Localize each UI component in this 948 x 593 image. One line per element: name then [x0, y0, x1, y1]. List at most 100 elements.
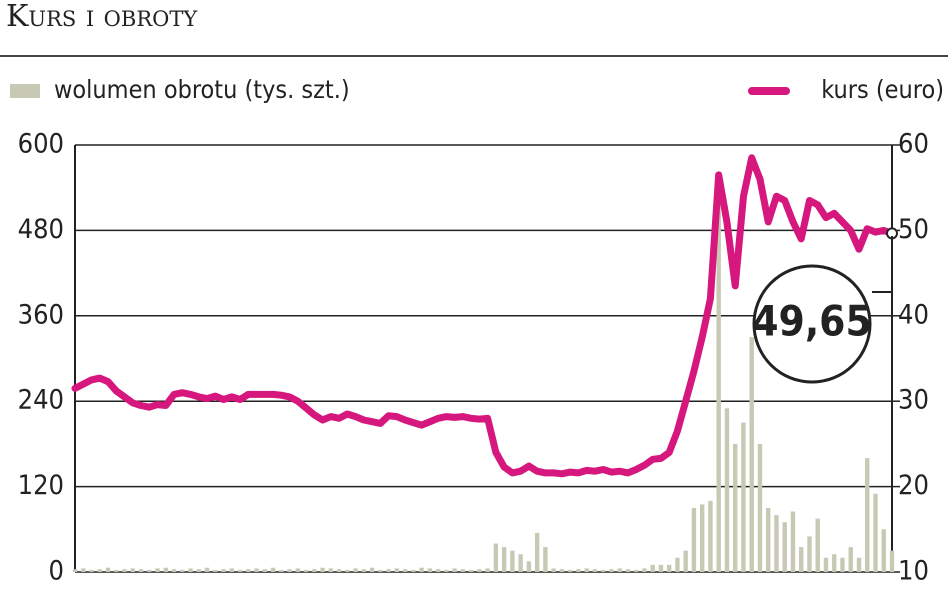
- volume-bar: [749, 337, 754, 572]
- volume-bar: [122, 569, 127, 572]
- volume-bar: [303, 569, 309, 572]
- volume-bar: [287, 569, 292, 572]
- volume-bar: [361, 569, 367, 572]
- volume-bar: [411, 569, 416, 572]
- volume-bar: [691, 507, 697, 572]
- volume-bar: [254, 568, 259, 572]
- y-tick-label: 0: [49, 556, 64, 587]
- volume-bar: [592, 569, 598, 572]
- y2-tick-label: 10: [898, 556, 929, 587]
- annotation-connector: [872, 236, 893, 293]
- y2-tick-label: 60: [898, 129, 929, 160]
- volume-bar: [180, 569, 185, 572]
- volume-bar: [130, 568, 135, 572]
- volume-bar: [724, 408, 730, 572]
- volume-bar: [741, 422, 746, 572]
- volume-bar: [295, 568, 301, 572]
- volume-bar: [625, 569, 631, 572]
- volume-bar: [584, 568, 589, 572]
- volume-bar: [485, 568, 490, 572]
- price-line: [71, 154, 896, 478]
- volume-bar: [369, 567, 375, 572]
- volume-bar: [840, 557, 845, 572]
- volume-bar: [774, 515, 779, 572]
- volume-bar: [559, 569, 565, 572]
- volume-bar: [328, 568, 334, 572]
- volume-bar: [460, 569, 466, 572]
- volume-bar: [270, 567, 276, 572]
- volume-bar: [419, 567, 424, 572]
- volume-bar: [320, 567, 325, 572]
- volume-bar: [435, 569, 441, 572]
- plot: 0 120 240 360 480 600 10 20 30 40 50 60: [18, 129, 929, 587]
- volume-bar: [683, 550, 688, 572]
- volume-bar: [600, 569, 606, 572]
- y2-tick-label: 50: [898, 214, 929, 245]
- volume-bar: [336, 569, 342, 572]
- volume-bar: [699, 504, 705, 572]
- y-tick-label: 240: [18, 385, 64, 416]
- volume-bar: [279, 569, 284, 572]
- volume-bar: [567, 569, 573, 572]
- volume-bar: [402, 569, 408, 572]
- volume-bar: [518, 554, 523, 572]
- volume-bar: [658, 564, 664, 572]
- annotation-circle: [752, 264, 872, 384]
- volume-bar: [642, 568, 647, 572]
- volume-bar: [468, 569, 474, 572]
- volume-bar: [576, 569, 581, 572]
- volume-bar: [386, 569, 391, 572]
- volume-bar: [105, 567, 111, 572]
- volume-bar: [708, 500, 713, 572]
- volume-bar: [444, 569, 449, 572]
- volume-bar: [378, 569, 383, 572]
- volume-bar: [889, 550, 895, 572]
- volume-bar: [221, 569, 226, 572]
- volume-bar: [237, 569, 243, 572]
- volume-bar: [543, 547, 548, 572]
- volume-bar: [229, 568, 234, 572]
- volume-bar: [163, 567, 168, 572]
- y-tick-label: 360: [18, 299, 64, 330]
- volume-bar: [815, 518, 820, 572]
- volume-bar: [171, 569, 177, 572]
- volume-bar: [204, 567, 210, 572]
- y-tick-label: 480: [18, 214, 64, 245]
- volume-bar: [551, 568, 556, 572]
- volume-bar: [790, 511, 796, 572]
- volume-bar: [196, 569, 201, 572]
- volume-bar: [799, 547, 804, 572]
- y2-tick-label: 20: [898, 470, 929, 501]
- volume-bar: [188, 568, 193, 572]
- volume-bar: [633, 569, 639, 572]
- volume-bar: [848, 547, 853, 572]
- volume-bar: [477, 569, 482, 572]
- volume-bar: [501, 547, 507, 572]
- volume-bar: [262, 569, 268, 572]
- volume-bar: [832, 554, 837, 572]
- volume-bar: [609, 569, 614, 572]
- volume-bar: [873, 493, 878, 572]
- volume-bar: [147, 569, 152, 572]
- volume-bar: [881, 529, 886, 572]
- volume-bar: [97, 569, 102, 572]
- y-tick-label: 120: [18, 470, 64, 501]
- volume-bar: [155, 568, 160, 572]
- volume-bar: [510, 550, 515, 572]
- legend-swatch: [10, 84, 40, 98]
- legend-label: wolumen obrotu (tys. szt.): [54, 75, 350, 104]
- volume-bar: [782, 522, 787, 572]
- volume-bar: [493, 543, 499, 572]
- volume-bar: [650, 564, 655, 572]
- volume-bar: [526, 561, 532, 572]
- volume-bar: [757, 443, 763, 572]
- volume-bar: [865, 458, 870, 572]
- volume-bar: [766, 507, 771, 572]
- volume-bar: [353, 568, 358, 572]
- legend-label: kurs (euro): [821, 75, 944, 104]
- volume-bar: [89, 569, 94, 572]
- chart-title: Kurs i obroty: [6, 0, 198, 34]
- volume-bar: [81, 568, 86, 572]
- volume-bar: [114, 569, 119, 572]
